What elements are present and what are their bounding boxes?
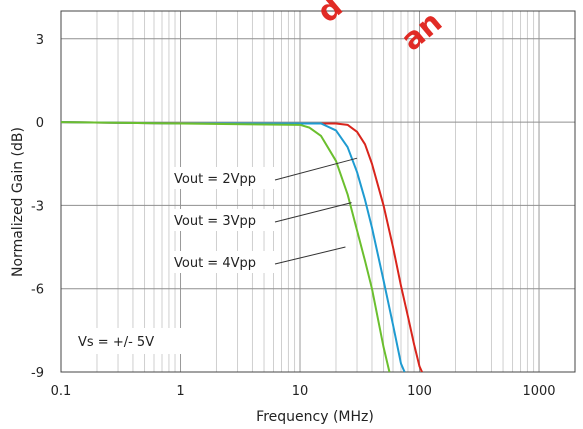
x-tick-label: 100 xyxy=(407,384,432,399)
y-axis-label: Normalized Gain (dB) xyxy=(10,127,26,277)
supply-note-box xyxy=(73,328,183,354)
y-tick-label: -6 xyxy=(31,283,44,298)
tick-labels: 0.1 1 10 100 1000 3 0 -3 -6 -9 xyxy=(31,33,556,399)
x-axis-label: Frequency (MHz) xyxy=(256,409,374,425)
supply-note-label: Vs = +/- 5V xyxy=(78,335,154,350)
annotation-label-2: Vout = 3Vpp xyxy=(174,214,256,229)
annotation-label-3: Vout = 4Vpp xyxy=(174,256,256,271)
plot-frame xyxy=(60,10,576,373)
annotation-box-2 xyxy=(171,209,277,231)
series-line-2 xyxy=(61,121,406,372)
series-group xyxy=(61,121,423,372)
x-tick-label: 10 xyxy=(292,384,309,399)
series-line-3 xyxy=(61,121,391,372)
annotation-leader-2 xyxy=(274,202,352,223)
grid xyxy=(60,11,576,373)
annotations: Vout = 2Vpp Vout = 3Vpp Vout = 4Vpp Vs = +/… xyxy=(73,157,358,354)
y-tick-label: -9 xyxy=(31,366,44,381)
annotation-box-1 xyxy=(171,167,277,189)
annotation-leader-3 xyxy=(274,246,346,265)
annotation-leader-1 xyxy=(274,157,358,181)
x-tick-label: 0.1 xyxy=(51,384,72,399)
annotation-label-1: Vout = 2Vpp xyxy=(174,172,256,187)
y-tick-label: 0 xyxy=(36,116,44,131)
watermark: d an xyxy=(311,0,449,58)
y-tick-label: -3 xyxy=(31,199,44,214)
x-tick-label: 1000 xyxy=(522,384,555,399)
y-tick-label: 3 xyxy=(36,33,44,48)
annotation-box-3 xyxy=(171,251,277,273)
x-tick-label: 1 xyxy=(176,384,184,399)
watermark-text-2: an xyxy=(395,5,449,59)
watermark-text-1: d xyxy=(311,0,350,30)
